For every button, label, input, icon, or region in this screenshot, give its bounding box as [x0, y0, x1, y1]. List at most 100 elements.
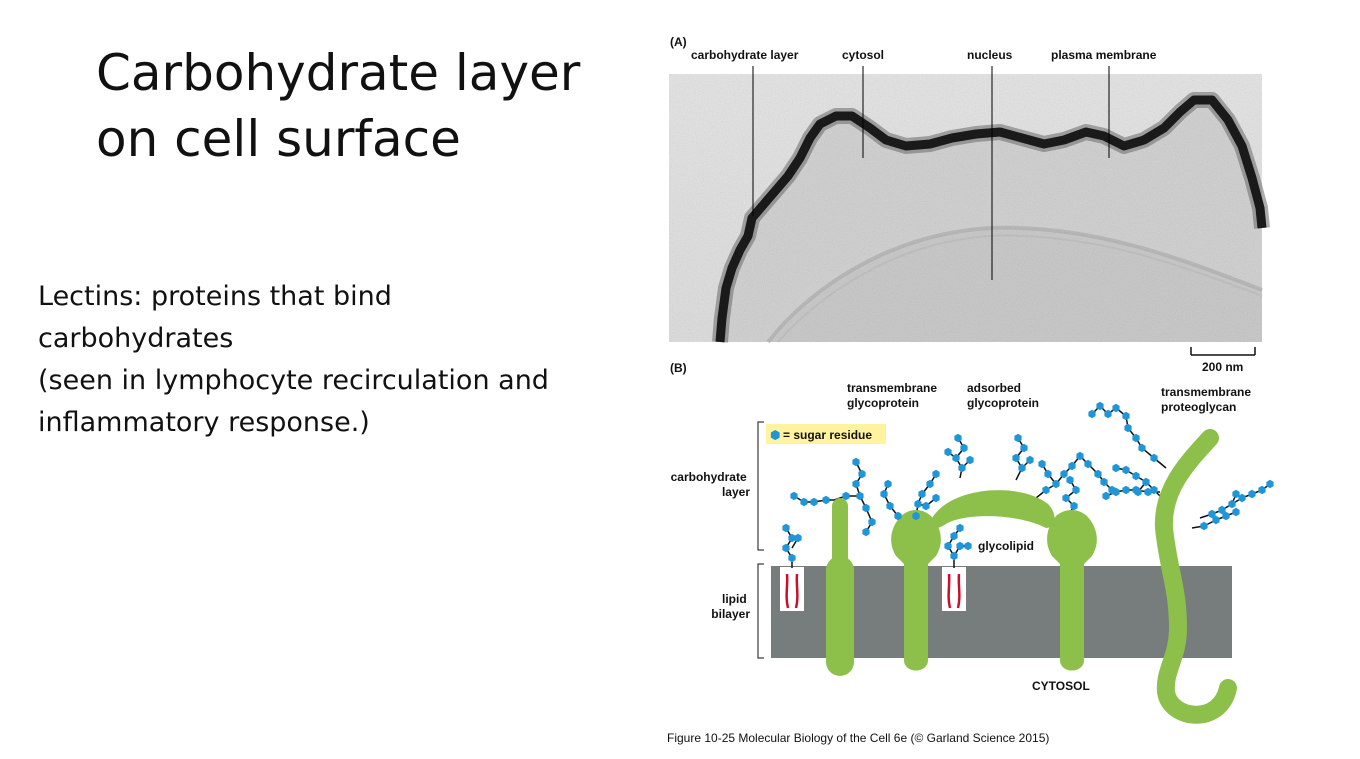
sugar-residue — [1248, 489, 1256, 499]
sugar-residue — [790, 491, 798, 501]
sugar-residue — [1026, 455, 1034, 465]
sugar-residue — [788, 533, 796, 543]
label-lipid-bilayer: lipid bilayer — [711, 592, 750, 621]
sugar-residue — [1218, 505, 1226, 515]
sugar-residue — [1012, 453, 1020, 463]
sugar-residue — [1112, 487, 1120, 497]
transmembrane-glycoprotein — [891, 510, 941, 671]
sugar-residue-legend: ⬢ = sugar residue — [766, 424, 886, 444]
slide-title-line: on cell surface — [96, 110, 461, 168]
sugar-residue — [922, 501, 930, 511]
sugar-residue — [1266, 479, 1274, 489]
sugar-residue — [950, 531, 958, 541]
sugar-residue — [1208, 509, 1216, 519]
sugar-residue — [914, 499, 922, 509]
transmembrane-proteoglycan — [1154, 429, 1237, 724]
body-line: carbohydrates — [38, 323, 234, 354]
sugar-residue — [1042, 485, 1050, 495]
sugar-residue — [1142, 477, 1150, 487]
sugar-residue — [956, 541, 964, 551]
region-brackets — [757, 421, 764, 659]
slide-body-text: Lectins: proteins that bind carbohydrate… — [38, 276, 628, 444]
sugar-residue — [918, 489, 926, 499]
sugar-residue — [1138, 443, 1146, 453]
figure-10-25: (A) carbohydrate layer cytosol nucleus p… — [660, 28, 1280, 754]
sugar-residue — [1122, 411, 1130, 421]
sugar-residue — [852, 457, 860, 467]
sugar-residue — [782, 523, 790, 533]
sugar-residue — [884, 479, 892, 489]
sugar-residue — [1228, 499, 1236, 509]
sugar-residue — [1212, 515, 1220, 525]
sugar-residue — [960, 443, 968, 453]
sugar-residue — [932, 493, 940, 503]
sugar-residue — [1200, 521, 1208, 531]
label-plasma-membrane: plasma membrane — [1051, 48, 1157, 62]
label-nucleus: nucleus — [967, 48, 1013, 62]
label-cytosol-b: CYTOSOL — [1032, 679, 1090, 693]
adsorbed-glycoprotein — [927, 490, 1055, 530]
sugar-residue — [1072, 485, 1080, 495]
panel-b-letter: (B) — [670, 361, 687, 375]
sugar-residue — [1084, 459, 1092, 469]
sugar-residue — [926, 479, 934, 489]
scale-bar-label: 200 nm — [1202, 360, 1243, 374]
glycolipid-tails — [780, 567, 966, 611]
transmembrane-glycoprotein-right — [1047, 510, 1097, 671]
sugar-residue — [788, 553, 796, 563]
body-line: inflammatory response.) — [38, 407, 370, 438]
sugar-residue — [810, 497, 818, 507]
sugar-residue — [1076, 451, 1084, 461]
sugar-residue — [862, 527, 870, 537]
electron-micrograph — [669, 66, 1270, 344]
sugar-residue — [1144, 487, 1152, 497]
sugar-residue — [1014, 433, 1022, 443]
sugar-residue — [886, 501, 894, 511]
legend-text: = sugar residue — [783, 428, 872, 442]
sugar-residue — [1232, 489, 1240, 499]
panel-a-letter: (A) — [670, 35, 687, 49]
sugar-residue — [956, 523, 964, 533]
sugar-residue — [862, 503, 870, 513]
sugar-residue — [1100, 477, 1108, 487]
sugar-residue — [1066, 475, 1074, 485]
sugar-residue-icon: ⬢ — [770, 428, 780, 442]
sugar-residue — [1104, 409, 1112, 419]
sugar-residue — [1132, 433, 1140, 443]
slide-title: Carbohydrate layer on cell surface — [96, 40, 636, 172]
membrane-proteins — [826, 490, 1097, 676]
sugar-residue — [1060, 469, 1068, 479]
body-line: Lectins: proteins that bind — [38, 281, 392, 312]
sugar-residue — [944, 541, 952, 551]
sugar-residue — [1150, 453, 1158, 463]
sugar-residue — [1122, 485, 1130, 495]
sugar-residue — [868, 517, 876, 527]
sugar-residue — [1102, 491, 1110, 501]
sugar-residue — [1094, 469, 1102, 479]
label-transmembrane-proteoglycan: transmembrane proteoglycan — [1161, 385, 1254, 414]
sugar-residue — [966, 455, 974, 465]
label-carbohydrate-layer-b: carbohydrate layer — [671, 470, 751, 499]
sugar-residue — [1088, 409, 1096, 419]
figure-svg: (A) carbohydrate layer cytosol nucleus p… — [667, 35, 1274, 745]
label-carbohydrate-layer: carbohydrate layer — [691, 48, 799, 62]
slide-title-line: Carbohydrate layer — [96, 44, 581, 102]
sugar-residue — [842, 491, 850, 501]
sugar-residue — [782, 543, 790, 553]
sugar-residue — [1122, 465, 1130, 475]
sugar-residue — [894, 511, 902, 521]
sugar-residue — [1070, 501, 1078, 511]
sugar-residue — [794, 533, 802, 543]
sugar-residue — [958, 463, 966, 473]
sugar-residue — [1062, 493, 1070, 503]
label-glycolipid: glycolipid — [978, 539, 1034, 553]
label-cytosol: cytosol — [842, 48, 884, 62]
sugar-residue — [1258, 485, 1266, 495]
label-adsorbed-glycoprotein: adsorbed glycoprotein — [967, 381, 1039, 410]
sugar-residues — [782, 401, 1274, 563]
sugar-residue — [1132, 485, 1140, 495]
transmembrane-protein-left-body — [826, 556, 854, 676]
sugar-residue — [1096, 401, 1104, 411]
sugar-residue — [964, 541, 972, 551]
sugar-residue — [944, 447, 952, 457]
